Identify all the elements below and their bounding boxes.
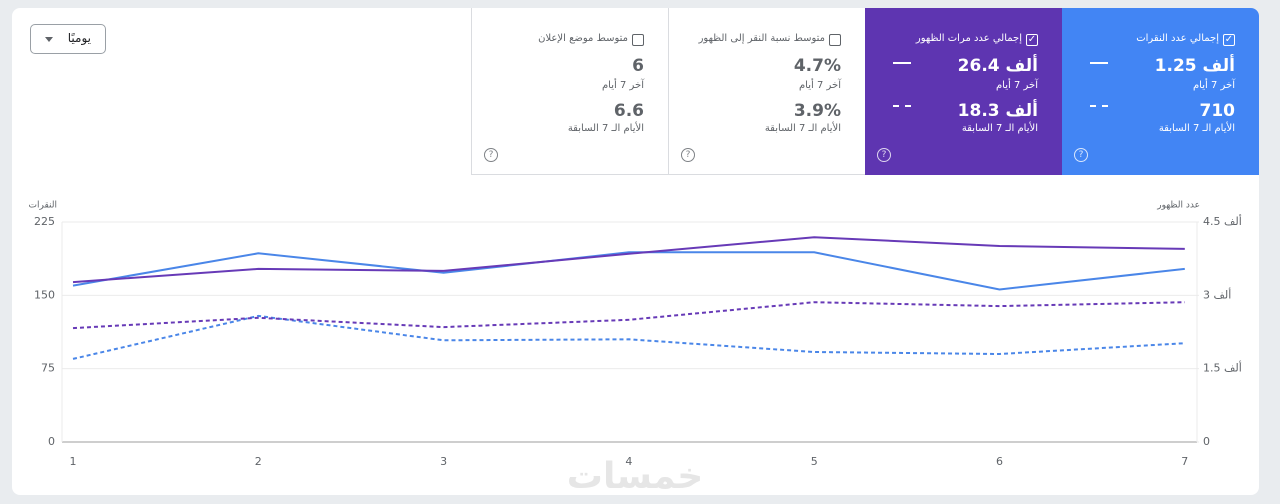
- y-axis-title: النقرات: [29, 201, 57, 211]
- y-tick-label: 0: [48, 435, 55, 448]
- legend-dashed: [893, 105, 911, 107]
- previous-label: الأيام الـ 7 السابقة: [961, 123, 1038, 134]
- checkbox[interactable]: ✓: [1223, 34, 1235, 46]
- x-tick-label: 2: [255, 455, 262, 468]
- metric-title: إجمالي عدد النقرات: [1136, 33, 1219, 44]
- legend-solid: [1090, 62, 1108, 64]
- current-value: 26.4 ألف: [957, 56, 1038, 76]
- y2-tick-label: 4.5 ألف: [1203, 214, 1242, 228]
- metric-card[interactable]: متوسط موضع الإعلان 6 آخر 7 أيام 6.6 الأيام ا…: [471, 8, 668, 175]
- dropdown-arrow: [45, 37, 53, 42]
- previous-label: الأيام الـ 7 السابقة: [764, 123, 841, 134]
- checkbox[interactable]: [829, 34, 841, 46]
- previous-label: الأيام الـ 7 السابقة: [1158, 123, 1235, 134]
- current-label: آخر 7 أيام: [1192, 80, 1235, 91]
- x-tick-label: 7: [1181, 455, 1188, 468]
- current-value: 4.7%: [793, 56, 841, 76]
- previous-value: 18.3 ألف: [957, 101, 1038, 121]
- y-tick-label: 75: [41, 362, 55, 375]
- metric-card[interactable]: ✓ إجمالي عدد النقرات 1.25 ألف آخر 7 أيام 710…: [1062, 8, 1259, 175]
- series-line: [72, 301, 1185, 330]
- current-label: آخر 7 أيام: [798, 80, 841, 91]
- current-label: آخر 7 أيام: [601, 80, 644, 91]
- period-dropdown[interactable]: يوميًا: [30, 24, 106, 54]
- legend-solid: [893, 62, 911, 64]
- series-line: [72, 251, 1185, 291]
- metric-title: إجمالي عدد مرات الظهور: [915, 33, 1022, 44]
- current-value: 6: [632, 56, 644, 76]
- help-icon: ?: [1074, 148, 1088, 162]
- series-line: [72, 314, 1185, 360]
- x-tick-label: 3: [440, 455, 447, 468]
- y2-tick-label: 1.5 ألف: [1203, 361, 1242, 375]
- help-icon: ?: [681, 148, 695, 162]
- performance-panel: يوميًا ✓ إجمالي عدد النقرات 1.25 ألف آخر 7 …: [12, 8, 1259, 495]
- watermark: خمسات: [567, 456, 703, 495]
- metric-card[interactable]: ✓ إجمالي عدد مرات الظهور 26.4 ألف آخر 7 أيا…: [865, 8, 1062, 175]
- x-tick-label: 6: [996, 455, 1003, 468]
- y2-tick-label: 3 ألف: [1203, 287, 1231, 301]
- current-value: 1.25 ألف: [1154, 56, 1235, 76]
- current-label: آخر 7 أيام: [995, 80, 1038, 91]
- help-icon: ?: [877, 148, 891, 162]
- previous-value: 6.6: [613, 101, 644, 121]
- x-tick-label: 1: [70, 455, 77, 468]
- series-line: [72, 236, 1185, 284]
- legend-dashed: [1090, 105, 1108, 107]
- previous-label: الأيام الـ 7 السابقة: [567, 123, 644, 134]
- checkbox[interactable]: ✓: [1026, 34, 1038, 46]
- y-tick-label: 150: [34, 288, 55, 301]
- previous-value: 710: [1199, 101, 1236, 121]
- period-text: يوميًا: [67, 31, 91, 45]
- metric-card[interactable]: متوسط نسبة النقر إلى الظهور 4.7% آخر 7 أيا…: [668, 8, 865, 175]
- help-icon: ?: [484, 148, 498, 162]
- x-tick-label: 4: [625, 455, 632, 468]
- metric-title: متوسط موضع الإعلان: [538, 33, 628, 44]
- metric-title: متوسط نسبة النقر إلى الظهور: [698, 33, 825, 44]
- checkbox[interactable]: [632, 34, 644, 46]
- y-tick-label: 225: [34, 215, 55, 228]
- y2-axis-title: عدد الظهور: [1156, 201, 1200, 211]
- y2-tick-label: 0: [1203, 435, 1210, 448]
- x-tick-label: 5: [811, 455, 818, 468]
- previous-value: 3.9%: [793, 101, 841, 121]
